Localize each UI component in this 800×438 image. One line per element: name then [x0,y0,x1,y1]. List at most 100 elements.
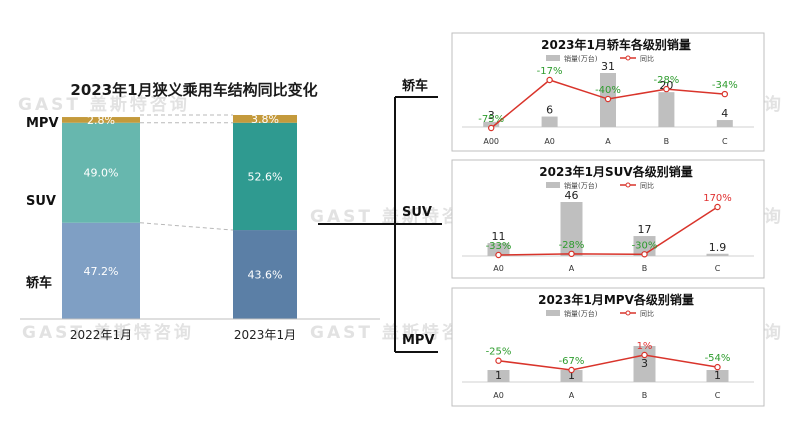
sales-bar [560,202,583,256]
legend-label-yoy: 同比 [640,309,654,318]
legend-label-sales: 销量(万台) [564,54,598,63]
yoy-point [495,357,502,364]
stack-value-label: 2.8% [87,114,115,127]
sales-bar [483,121,500,127]
stack-value-label: 47.2% [84,265,119,278]
x-tick-label: C [715,391,721,400]
stack-value-label: 49.0% [84,167,119,180]
sales-bar [706,253,729,256]
yoy-value-label: 1% [637,341,653,352]
segment-label-suv: SUV [26,194,56,209]
stack-segment-sedan [233,230,297,319]
x-tick-2023: 2023年1月 [234,328,296,342]
sales-bar [487,243,510,256]
sales-value-label: 1 [495,369,502,382]
yoy-point [663,85,670,93]
stack-segment-sedan [62,222,140,319]
x-tick-label: C [715,264,721,273]
yoy-point [641,251,648,258]
sales-bar [658,92,675,127]
x-tick-label: B [664,137,670,146]
sales-value-label: 11 [492,230,506,243]
bracket-label-mpv: MPV [402,333,435,348]
x-tick-label: A0 [493,391,504,400]
stack-segment-mpv [62,117,140,123]
stack-value-label: 3.8% [251,113,279,126]
yoy-value-label: -28% [559,240,585,251]
yoy-point [714,363,721,371]
sales-bar [560,370,583,382]
sales-value-label: 4 [721,107,728,120]
yoy-line [498,206,718,256]
legend-marker-yoy [625,55,631,61]
x-tick-label: A00 [483,137,499,146]
sales-value-label: 3 [641,357,648,370]
yoy-value-label: -17% [537,66,563,77]
legend-label-yoy: 同比 [640,54,654,63]
yoy-point [568,250,575,258]
segment-label-sedan: 轿车 [26,275,52,291]
sales-bar [541,116,558,127]
stack-segment-suv [233,122,297,231]
main-chart-title: 2023年1月狭义乘用车结构同比变化 [70,81,317,99]
sub-chart-frame [451,159,765,279]
bracket-label-sedan: 轿车 [402,78,428,94]
watermark: GAST 盖斯特咨询 [22,322,194,343]
x-tick-label: A [605,137,611,146]
sales-value-label: 1.9 [709,241,727,254]
stack-value-label: 52.6% [248,170,283,183]
yoy-point [488,124,495,132]
x-tick-label: A [569,264,575,273]
legend-marker-yoy [625,310,631,316]
legend-label-sales: 销量(万台) [564,309,598,318]
x-tick-label: B [642,264,648,273]
sales-value-label: 3 [488,109,495,122]
sales-bar [706,370,729,382]
stack-segment-suv [62,122,140,223]
sales-value-label: 17 [638,223,652,236]
watermark: GAST 盖斯特咨询 [18,94,190,115]
yoy-value-label: -30% [632,240,658,251]
yoy-point [495,251,502,259]
yoy-point [721,90,729,98]
yoy-value-label: -54% [705,353,731,364]
yoy-point [568,366,575,374]
stack-value-label: 43.6% [248,269,283,282]
yoy-value-label: -75% [478,114,504,125]
x-tick-label: A0 [493,264,504,273]
segment-label-mpv: MPV [26,116,59,131]
legend-label-yoy: 同比 [640,181,654,190]
yoy-value-label: -28% [653,75,679,86]
yoy-point [641,351,648,359]
sales-value-label: 1 [714,369,721,382]
sub-chart-title: 2023年1月MPV各级别销量 [538,292,694,307]
yoy-value-label: -33% [486,241,512,252]
yoy-value-label: -40% [595,85,621,96]
x-tick-label: B [642,391,648,400]
sales-value-label: 1 [568,369,575,382]
x-tick-label: A0 [544,137,555,146]
legend-swatch-sales [546,182,560,188]
sales-value-label: 31 [601,60,615,73]
yoy-point [604,95,612,103]
yoy-point [546,76,553,84]
yoy-value-label: -34% [712,80,738,91]
yoy-value-label: -67% [559,356,585,367]
legend-marker-yoy [625,182,631,188]
legend-swatch-sales [546,55,560,61]
structure-bars: 47.2% 49.0% 2.8% 43.6% 52.6% 3.8% [62,113,297,319]
x-tick-label: C [722,137,728,146]
sales-bar [633,346,656,382]
sub-chart-title: 2023年1月轿车各级别销量 [541,37,691,52]
legend-label-sales: 销量(万台) [564,181,598,190]
sub-chart-title: 2023年1月SUV各级别销量 [539,164,692,179]
x-tick-label: A [569,391,575,400]
yoy-point [714,203,721,211]
yoy-value-label: 170% [703,193,732,204]
sales-value-label: 46 [565,189,579,202]
